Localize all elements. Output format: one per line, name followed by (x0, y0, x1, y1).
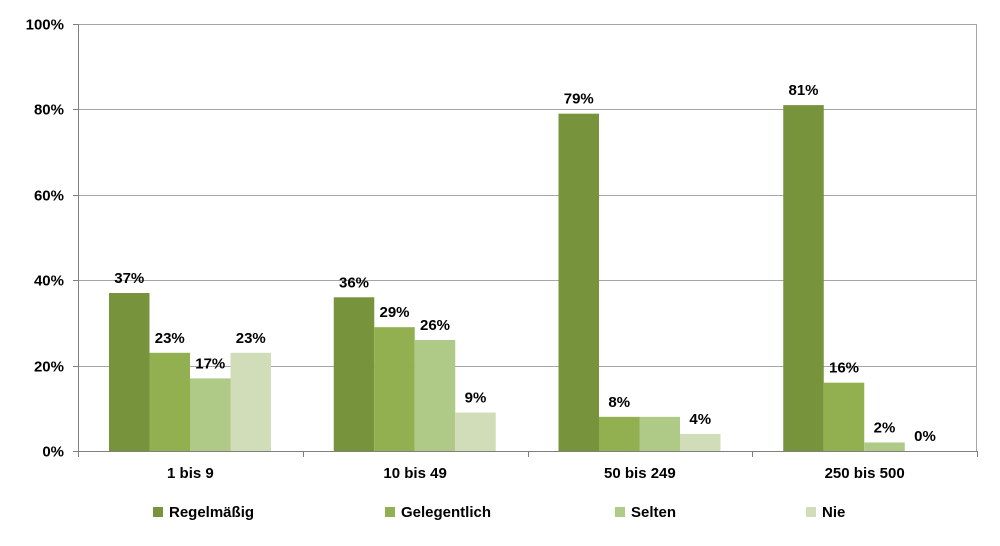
bar (864, 442, 905, 451)
bar (680, 433, 721, 451)
bar (414, 339, 456, 451)
bar (149, 352, 190, 451)
bar (823, 382, 865, 451)
data-label: 79% (564, 91, 594, 108)
bar (599, 416, 640, 451)
x-tick-label: 250 bis 500 (825, 465, 905, 482)
data-label: 23% (236, 330, 266, 347)
bar (455, 412, 496, 451)
gridlines (78, 24, 977, 451)
x-tick-label: 10 bis 49 (383, 465, 446, 482)
legend-label: Selten (631, 504, 676, 521)
bar (783, 105, 824, 451)
data-label: 8% (608, 394, 630, 411)
data-labels: 37% 23% 17% 23% 36% 29% 26% 9% 79% 8% 4% 81% 16% 2% 0% (114, 82, 936, 445)
y-tick-label: 0% (42, 444, 64, 461)
y-tick-label: 40% (34, 273, 64, 290)
data-label: 4% (689, 411, 711, 428)
legend-swatch (615, 507, 625, 517)
data-label: 29% (379, 304, 409, 321)
bar (639, 416, 680, 451)
legend: Regelmäßig Gelegentlich Selten Nie (153, 504, 845, 521)
legend-label: Regelmäßig (169, 504, 254, 521)
bar (109, 293, 150, 451)
y-tick-label: 60% (34, 188, 64, 205)
legend-swatch (806, 507, 816, 517)
data-label: 37% (114, 270, 144, 287)
bar (190, 378, 231, 451)
data-label: 2% (874, 419, 896, 436)
bar (333, 297, 375, 451)
bars (109, 105, 905, 452)
legend-swatch (385, 507, 395, 517)
legend-label: Nie (822, 504, 845, 521)
y-tick-label: 20% (34, 359, 64, 376)
data-label: 81% (788, 82, 818, 99)
data-label: 17% (195, 355, 225, 372)
x-axis-ticks: 1 bis 9 10 bis 49 50 bis 249 250 bis 500 (167, 465, 905, 482)
data-label: 23% (155, 330, 185, 347)
y-axis-ticks: 0% 20% 40% 60% 80% 100% (26, 17, 64, 461)
bar (230, 352, 271, 451)
y-tick-label: 80% (34, 102, 64, 119)
data-label: 9% (465, 390, 487, 407)
data-label: 0% (914, 428, 936, 445)
data-label: 36% (339, 274, 369, 291)
data-label: 26% (420, 317, 450, 334)
bar (374, 327, 415, 451)
x-tick-label: 50 bis 249 (604, 465, 676, 482)
x-tick-label: 1 bis 9 (167, 465, 214, 482)
bar (558, 113, 599, 452)
data-label: 16% (829, 360, 859, 377)
legend-label: Gelegentlich (401, 504, 491, 521)
legend-swatch (153, 507, 163, 517)
axes (73, 24, 978, 457)
y-tick-label: 100% (26, 17, 64, 34)
